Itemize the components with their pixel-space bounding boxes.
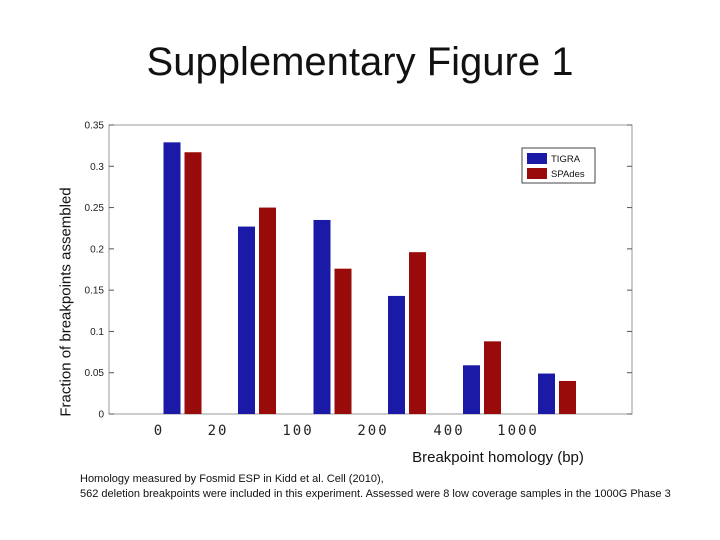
bar-tigra-200 — [388, 295, 405, 414]
y-tick-label: 0.2 — [90, 244, 104, 255]
x-tick-label: 100 — [282, 423, 314, 439]
legend-label-spades: SPAdes — [551, 169, 585, 180]
bar-spades-0 — [184, 152, 202, 414]
bar-tigra-100 — [313, 219, 331, 414]
legend-swatch-tigra — [527, 153, 547, 164]
bar-tigra-0 — [163, 142, 181, 414]
y-tick-label: 0.35 — [85, 121, 105, 132]
y-tick-label: 0 — [98, 410, 104, 421]
bar-tigra-400 — [463, 365, 480, 414]
x-tick-label: 1000 — [497, 423, 539, 439]
bar-spades-1000 — [559, 380, 576, 414]
x-tick-label: 400 — [433, 423, 465, 439]
y-tick-label: 0.1 — [90, 327, 104, 338]
bar-spades-400 — [484, 341, 501, 414]
x-tick-label: 0 — [153, 423, 165, 439]
slide-title: Supplementary Figure 1 — [146, 40, 574, 84]
bar-spades-20 — [259, 207, 276, 414]
bar-tigra-20 — [238, 226, 255, 414]
y-tick-label: 0.25 — [85, 203, 105, 214]
y-tick-label: 0.15 — [85, 286, 105, 297]
legend-label-tigra: TIGRA — [551, 154, 581, 165]
x-tick-label: 200 — [357, 423, 389, 439]
x-tick-label: 20 — [207, 423, 229, 439]
bar-tigra-1000 — [538, 373, 555, 414]
x-axis-title: Breakpoint homology (bp) — [412, 449, 584, 466]
footnote-line-1: Homology measured by Fosmid ESP in Kidd … — [80, 473, 384, 485]
y-tick-label: 0.3 — [90, 162, 104, 173]
bar-spades-100 — [334, 268, 352, 414]
y-tick-label: 0.05 — [85, 368, 105, 379]
legend-swatch-spades — [527, 168, 547, 179]
footnote-line-2: 562 deletion breakpoints were included i… — [80, 488, 671, 500]
bar-spades-200 — [409, 252, 426, 414]
